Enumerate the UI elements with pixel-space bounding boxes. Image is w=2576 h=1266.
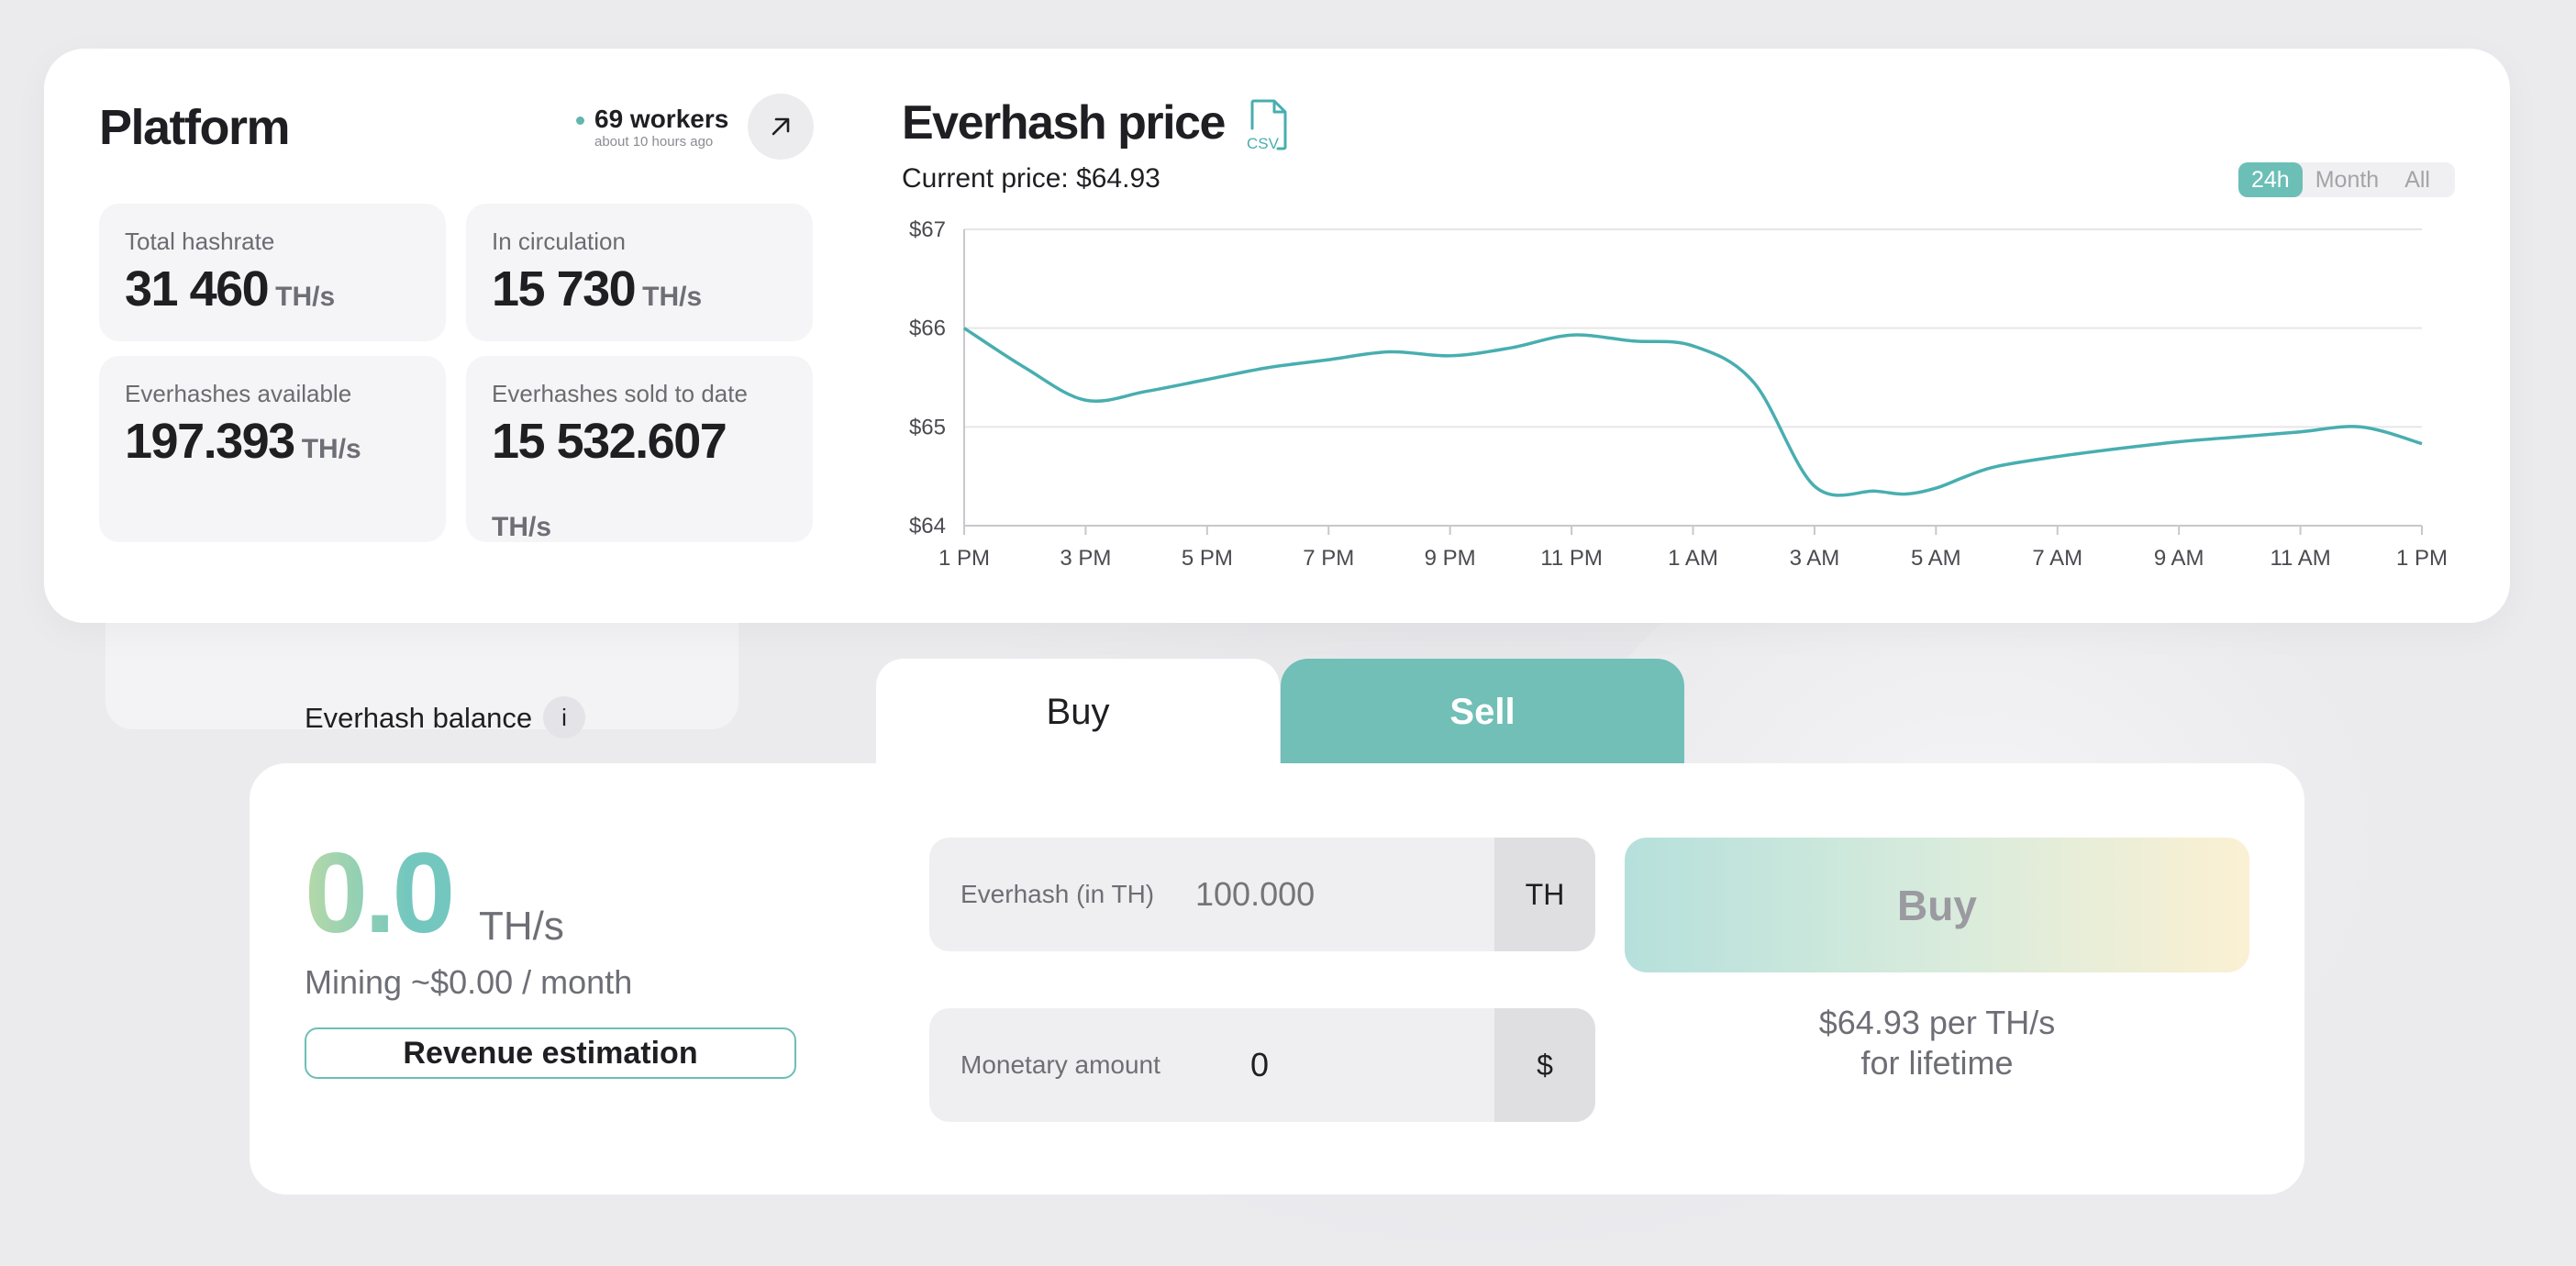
currency-unit-label: $ (1494, 1008, 1595, 1122)
x-tick-label: 1 PM (938, 546, 990, 571)
lifetime-line: for lifetime (1860, 1044, 2014, 1082)
stat-unit: TH/s (492, 512, 552, 542)
tab-buy[interactable]: Buy (876, 659, 1280, 765)
open-external-button[interactable] (748, 94, 814, 160)
tab-sell[interactable]: Sell (1281, 659, 1684, 765)
stat-label: In circulation (492, 228, 626, 255)
th-unit-label: TH (1494, 838, 1595, 951)
stat-unit: TH/s (301, 434, 361, 464)
x-tick-label: 1 PM (2396, 546, 2448, 571)
x-tick-label: 9 PM (1425, 546, 1476, 571)
revenue-estimation-button[interactable]: Revenue estimation (305, 1027, 796, 1079)
x-tick-label: 5 AM (1911, 546, 1961, 571)
stat-label: Everhashes available (125, 380, 352, 407)
trade-card (250, 763, 2304, 1194)
price-per-th-line: $64.93 per TH/s (1818, 1004, 2056, 1041)
price-series-line (963, 327, 2423, 497)
x-tick-label: 11 AM (2270, 546, 2330, 571)
stat-in-circulation: In circulation 15 730 TH/s (466, 204, 813, 341)
everhash-input[interactable] (1195, 867, 1471, 922)
price-per-th: $64.93 per TH/s for lifetime (1625, 1003, 2249, 1083)
everhash-field-label: Everhash (in TH) (960, 880, 1155, 908)
x-tick-label: 9 AM (2154, 546, 2204, 571)
monetary-field-label: Monetary amount (960, 1050, 1160, 1079)
range-month[interactable]: Month (2315, 166, 2380, 193)
online-dot-icon (576, 117, 584, 125)
workers-updated: about 10 hours ago (594, 134, 714, 150)
y-tick-label: $67 (909, 217, 946, 242)
x-tick-label: 3 AM (1790, 546, 1840, 571)
workers-count: 69 workers (594, 105, 729, 133)
platform-title: Platform (99, 100, 291, 155)
stat-everhashes-sold: Everhashes sold to date 15 532.607 TH/s (466, 356, 813, 542)
current-price: Current price: $64.93 (902, 163, 1160, 194)
balance-value: 0.0 (305, 830, 455, 957)
monetary-amount-field: Monetary amount $ (929, 1008, 1595, 1122)
x-tick-label: 7 PM (1303, 546, 1354, 571)
csv-download-button[interactable]: CSV (1245, 97, 1293, 152)
monetary-input[interactable] (1250, 1038, 1471, 1093)
stat-everhashes-available: Everhashes available 197.393 TH/s (99, 356, 446, 542)
buy-button[interactable]: Buy (1625, 838, 2249, 972)
platform-price-card (44, 49, 2510, 623)
csv-file-icon: CSV (1247, 99, 1287, 152)
price-chart-title: Everhash price (902, 96, 1226, 150)
stat-value: 15 730 TH/s (492, 261, 703, 316)
y-tick-label: $66 (909, 316, 946, 341)
stat-label: Total hashrate (125, 228, 275, 255)
range-toggle: 24h Month All (2238, 162, 2455, 197)
mining-estimate: Mining ~$0.00 / month (305, 963, 633, 1001)
y-tick-label: $65 (909, 415, 946, 439)
x-tick-label: 11 PM (1540, 546, 1603, 571)
range-all[interactable]: All (2404, 166, 2430, 193)
stat-unit: TH/s (275, 282, 336, 312)
balance-info-button[interactable]: i (543, 696, 585, 738)
stat-label: Everhashes sold to date (492, 380, 748, 407)
x-tick-label: 1 AM (1668, 546, 1718, 571)
x-tick-label: 7 AM (2032, 546, 2082, 571)
price-chart: $67 $66 $65 $64 1 PM 3 PM 5 PM 7 PM 9 PM 11 PM 1 A… (909, 217, 2448, 571)
stat-total-hashrate: Total hashrate 31 460 TH/s (99, 204, 446, 341)
x-tick-label: 5 PM (1182, 546, 1233, 571)
range-24h[interactable]: 24h (2238, 162, 2303, 197)
everhash-amount-field: Everhash (in TH) TH (929, 838, 1595, 951)
stat-value: 15 532.607 (492, 414, 727, 469)
stat-unit: TH/s (642, 282, 703, 312)
stat-value: 197.393 TH/s (125, 414, 361, 469)
balance-label: Everhash balance (305, 702, 533, 734)
x-tick-label: 3 PM (1060, 546, 1111, 571)
stat-value: 31 460 TH/s (125, 261, 336, 316)
arrow-up-right-icon (772, 117, 790, 136)
csv-label: CSV (1247, 135, 1280, 152)
y-tick-label: $64 (909, 514, 946, 539)
balance-unit: TH/s (479, 904, 564, 949)
